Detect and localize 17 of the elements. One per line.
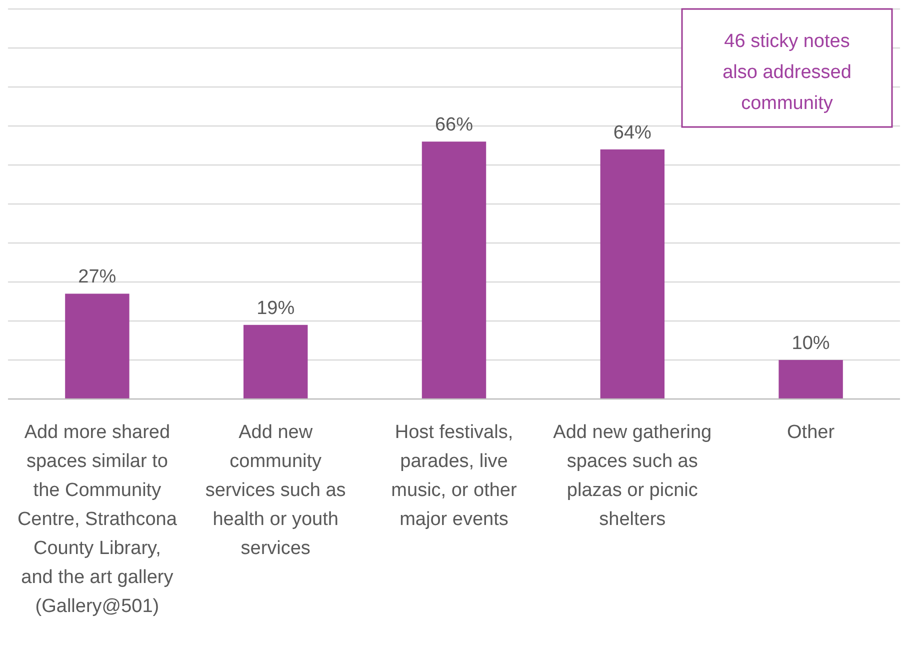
bar <box>65 294 130 399</box>
data-label: 27% <box>78 266 116 288</box>
x-tick-label: Add new community services such as health or youth services <box>205 422 346 559</box>
x-tick-label: Host festivals, parades, live music, or other major events <box>391 422 518 530</box>
bar <box>778 360 843 399</box>
data-label: 66% <box>434 114 474 136</box>
bar <box>243 324 308 399</box>
x-tick-label: Other <box>787 422 836 443</box>
x-tick-label: Add more shared spaces similar to the Community Centre, Strathcona County Library, and the art gallery (Gallery@501) <box>17 422 178 617</box>
x-tick-label: Add new gathering spaces such as plazas or picnic shelters <box>553 422 712 530</box>
annotation: 46 sticky notes also addressed community <box>722 31 852 114</box>
data-label: 19% <box>256 298 295 319</box>
data-label: 64% <box>613 122 652 144</box>
bar <box>600 149 665 399</box>
bar <box>422 142 486 399</box>
note-box: 46 sticky notes also addressed community <box>681 8 893 128</box>
data-label: 10% <box>792 333 830 354</box>
